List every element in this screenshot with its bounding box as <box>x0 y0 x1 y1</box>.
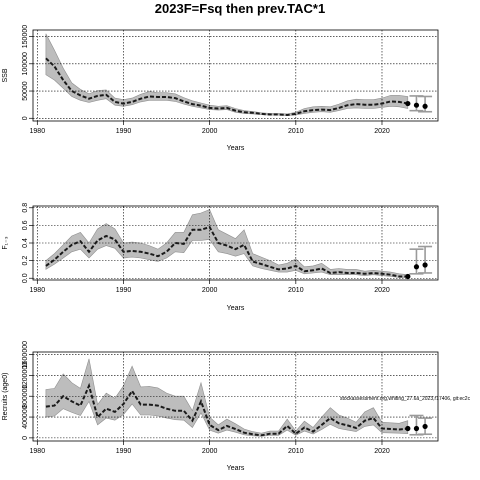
y-tick-label: 0 <box>22 116 29 120</box>
y-tick-label: 100000 <box>22 52 29 75</box>
x-tick-label: 1990 <box>116 287 132 294</box>
assessment-note: stockassessment.org,whiting_27.6a_2023,r… <box>340 396 471 402</box>
projection-point <box>422 423 428 430</box>
y-tick-label: 0.0 <box>22 273 29 283</box>
projection-point <box>413 102 420 108</box>
x-axis-label: Years <box>227 145 245 152</box>
estimate-line <box>45 382 408 437</box>
panel-1: 1980 1990 2000 2010 2020 0 50000 100000 150000 Ye… <box>2 25 439 152</box>
y-tick-label: 0.6 <box>22 220 29 230</box>
x-tick-label: 2000 <box>202 448 218 455</box>
y-axis-label: Recruits (age0) <box>2 373 9 421</box>
y-tick-label: 400000 <box>22 405 29 428</box>
plot-frame <box>32 29 439 122</box>
confidence-band <box>45 358 409 437</box>
x-tick-label: 2010 <box>288 448 304 455</box>
panel-3: 1980 1990 2000 2010 2020 0 4000008000001200000… <box>2 341 471 472</box>
x-tick-label: 2010 <box>288 287 304 294</box>
projection-point <box>413 264 420 270</box>
y-tick-label: 1600000 <box>22 341 29 368</box>
x-axis-label: Years <box>227 305 245 312</box>
x-tick-label: 2020 <box>374 128 390 135</box>
y-tick-label: 50000 <box>22 81 29 101</box>
x-tick-label: 2020 <box>374 448 390 455</box>
final-year-point <box>405 273 411 280</box>
panel-2: 1980 1990 2000 2010 2020 0.0 0.2 0.4 0.6 0.8 Years… <box>2 203 439 312</box>
x-tick-label: 1980 <box>30 287 46 294</box>
x-tick-label: 1990 <box>116 128 132 135</box>
x-tick-label: 2000 <box>202 128 218 135</box>
y-axis-label: SSB <box>2 68 9 82</box>
estimate-line <box>45 57 408 117</box>
x-tick-label: 2000 <box>202 287 218 294</box>
projection-point <box>413 425 420 432</box>
y-axis-label: F₁₋₃ <box>2 236 9 249</box>
x-tick-label: 2020 <box>374 287 390 294</box>
x-tick-label: 1980 <box>30 128 46 135</box>
chart-title: 2023F=Fsq then prev.TAC*1 <box>154 1 326 16</box>
y-tick-label: 0.2 <box>22 256 29 266</box>
confidence-band <box>45 209 409 278</box>
final-year-point <box>405 425 411 432</box>
y-tick-label: 0.4 <box>22 238 29 248</box>
projection-point <box>422 262 428 268</box>
x-tick-label: 2010 <box>288 128 304 135</box>
confidence-band <box>45 33 409 116</box>
y-tick-label: 1200000 <box>22 362 29 389</box>
final-year-point <box>405 100 411 107</box>
x-tick-label: 1990 <box>116 448 132 455</box>
x-tick-label: 1980 <box>30 448 46 455</box>
y-tick-label: 800000 <box>22 384 29 407</box>
y-tick-label: 0 <box>22 436 29 440</box>
y-tick-label: 150000 <box>22 25 29 48</box>
estimate-line <box>45 225 408 278</box>
y-tick-label: 0.8 <box>22 203 29 213</box>
x-axis-label: Years <box>227 465 245 472</box>
projection-point <box>422 103 428 109</box>
